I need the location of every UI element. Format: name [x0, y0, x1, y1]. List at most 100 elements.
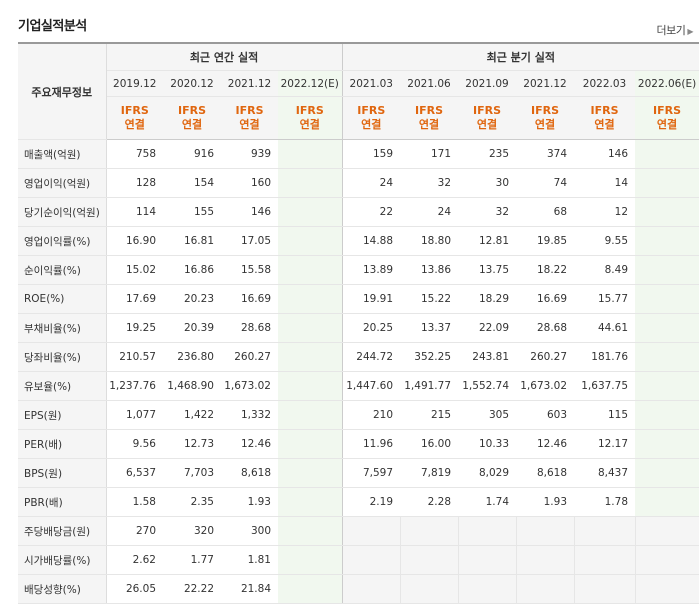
table-row: 주당배당금(원) 270 320 300 — [18, 516, 699, 546]
table-cell: 17.69 — [106, 284, 163, 314]
table-cell: 26.05 — [106, 574, 163, 604]
table-cell: 1.74 — [458, 487, 517, 517]
table-cell — [278, 429, 343, 459]
table-cell: 16.86 — [163, 255, 221, 285]
table-cell: 300 — [221, 516, 278, 546]
consolidated-label: 연결 — [476, 118, 498, 131]
table-row: 순이익률(%) 15.02 16.86 15.58 13.89 13.86 13.75 18.… — [18, 255, 699, 285]
period-header: 2021.03 — [341, 70, 401, 97]
table-cell: 2.35 — [163, 487, 221, 517]
consolidated-label: 연결 — [534, 118, 556, 131]
table-cell: 8,618 — [221, 458, 278, 488]
period-header: 2022.12(E) — [278, 70, 343, 97]
table-cell: 159 — [341, 139, 401, 169]
empty-cell — [516, 574, 575, 604]
table-cell: 28.68 — [516, 313, 575, 343]
table-cell: 1,637.75 — [574, 371, 636, 401]
table-cell: 13.37 — [400, 313, 459, 343]
table-cell: 15.58 — [221, 255, 278, 285]
ifrs-header: IFRS 연결 — [163, 96, 221, 140]
table-cell: 74 — [516, 168, 575, 198]
table-cell: 1,077 — [106, 400, 163, 430]
more-link[interactable]: 더보기 ▶ — [656, 22, 693, 38]
consolidated-label: 연결 — [656, 118, 678, 131]
table-cell: 12 — [574, 197, 636, 227]
table-cell — [278, 545, 343, 575]
table-cell: 1,468.90 — [163, 371, 221, 401]
table-cell: 20.23 — [163, 284, 221, 314]
table-cell — [278, 168, 343, 198]
table-cell — [278, 284, 343, 314]
consolidated-label: 연결 — [124, 118, 145, 131]
table-cell: 270 — [106, 516, 163, 546]
table-cell: 8,618 — [516, 458, 575, 488]
period-header: 2019.12 — [106, 70, 163, 97]
table-cell — [635, 313, 699, 343]
period-header: 2020.12 — [163, 70, 221, 97]
row-label: 시가배당률(%) — [18, 545, 107, 575]
table-cell — [635, 342, 699, 372]
table-row: 당좌비율(%) 210.57 236.80 260.27 244.72 352.25 243… — [18, 342, 699, 372]
more-link-label: 더보기 — [656, 24, 686, 37]
table-cell: 758 — [106, 139, 163, 169]
period-header: 2021.12 — [221, 70, 278, 97]
table-cell: 146 — [221, 197, 278, 227]
empty-cell — [341, 516, 401, 546]
table-cell — [635, 139, 699, 169]
table-cell: 13.75 — [458, 255, 517, 285]
chevron-right-icon: ▶ — [687, 27, 693, 36]
empty-cell — [635, 516, 699, 546]
table-cell: 12.46 — [516, 429, 575, 459]
table-cell — [278, 197, 343, 227]
table-cell: 44.61 — [574, 313, 636, 343]
table-cell — [635, 487, 699, 517]
table-row: 부채비율(%) 19.25 20.39 28.68 20.25 13.37 22.09 28.… — [18, 313, 699, 343]
ifrs-label: IFRS — [653, 104, 682, 117]
table-cell: 374 — [516, 139, 575, 169]
table-cell: 2.62 — [106, 545, 163, 575]
table-cell: 16.69 — [221, 284, 278, 314]
period-header: 2021.09 — [458, 70, 517, 97]
empty-cell — [400, 516, 459, 546]
table-row: 매출액(억원) 758 916 939 159 171 235 374 146 — [18, 139, 699, 169]
row-label: 영업이익률(%) — [18, 226, 107, 256]
table-cell — [278, 400, 343, 430]
ifrs-header: IFRS 연결 — [278, 96, 343, 140]
table-cell: 16.81 — [163, 226, 221, 256]
empty-cell — [574, 545, 636, 575]
table-cell: 603 — [516, 400, 575, 430]
table-cell — [278, 371, 343, 401]
table-cell: 16.90 — [106, 226, 163, 256]
ifrs-label: IFRS — [531, 104, 560, 117]
row-label-header: 주요재무정보 — [18, 42, 107, 140]
table-cell: 215 — [400, 400, 459, 430]
table-cell: 18.22 — [516, 255, 575, 285]
table-cell: 6,537 — [106, 458, 163, 488]
empty-cell — [458, 516, 517, 546]
table-cell: 8.49 — [574, 255, 636, 285]
table-cell: 8,437 — [574, 458, 636, 488]
table-cell: 260.27 — [516, 342, 575, 372]
table-cell — [635, 226, 699, 256]
empty-cell — [516, 516, 575, 546]
table-cell: 18.80 — [400, 226, 459, 256]
table-cell — [278, 255, 343, 285]
table-cell: 21.84 — [221, 574, 278, 604]
table-cell: 22.22 — [163, 574, 221, 604]
table-cell: 236.80 — [163, 342, 221, 372]
table-cell: 32 — [400, 168, 459, 198]
ifrs-label: IFRS — [235, 104, 264, 117]
table-row: 영업이익률(%) 16.90 16.81 17.05 14.88 18.80 12.81 19… — [18, 226, 699, 256]
table-cell: 1.77 — [163, 545, 221, 575]
table-cell: 9.56 — [106, 429, 163, 459]
row-label: 순이익률(%) — [18, 255, 107, 285]
ifrs-label: IFRS — [357, 104, 386, 117]
table-cell — [635, 458, 699, 488]
table-cell: 146 — [574, 139, 636, 169]
table-cell: 7,597 — [341, 458, 401, 488]
table-cell — [635, 400, 699, 430]
table-cell: 13.86 — [400, 255, 459, 285]
section-title: 기업실적분석 — [18, 19, 87, 34]
row-label: 부채비율(%) — [18, 313, 107, 343]
